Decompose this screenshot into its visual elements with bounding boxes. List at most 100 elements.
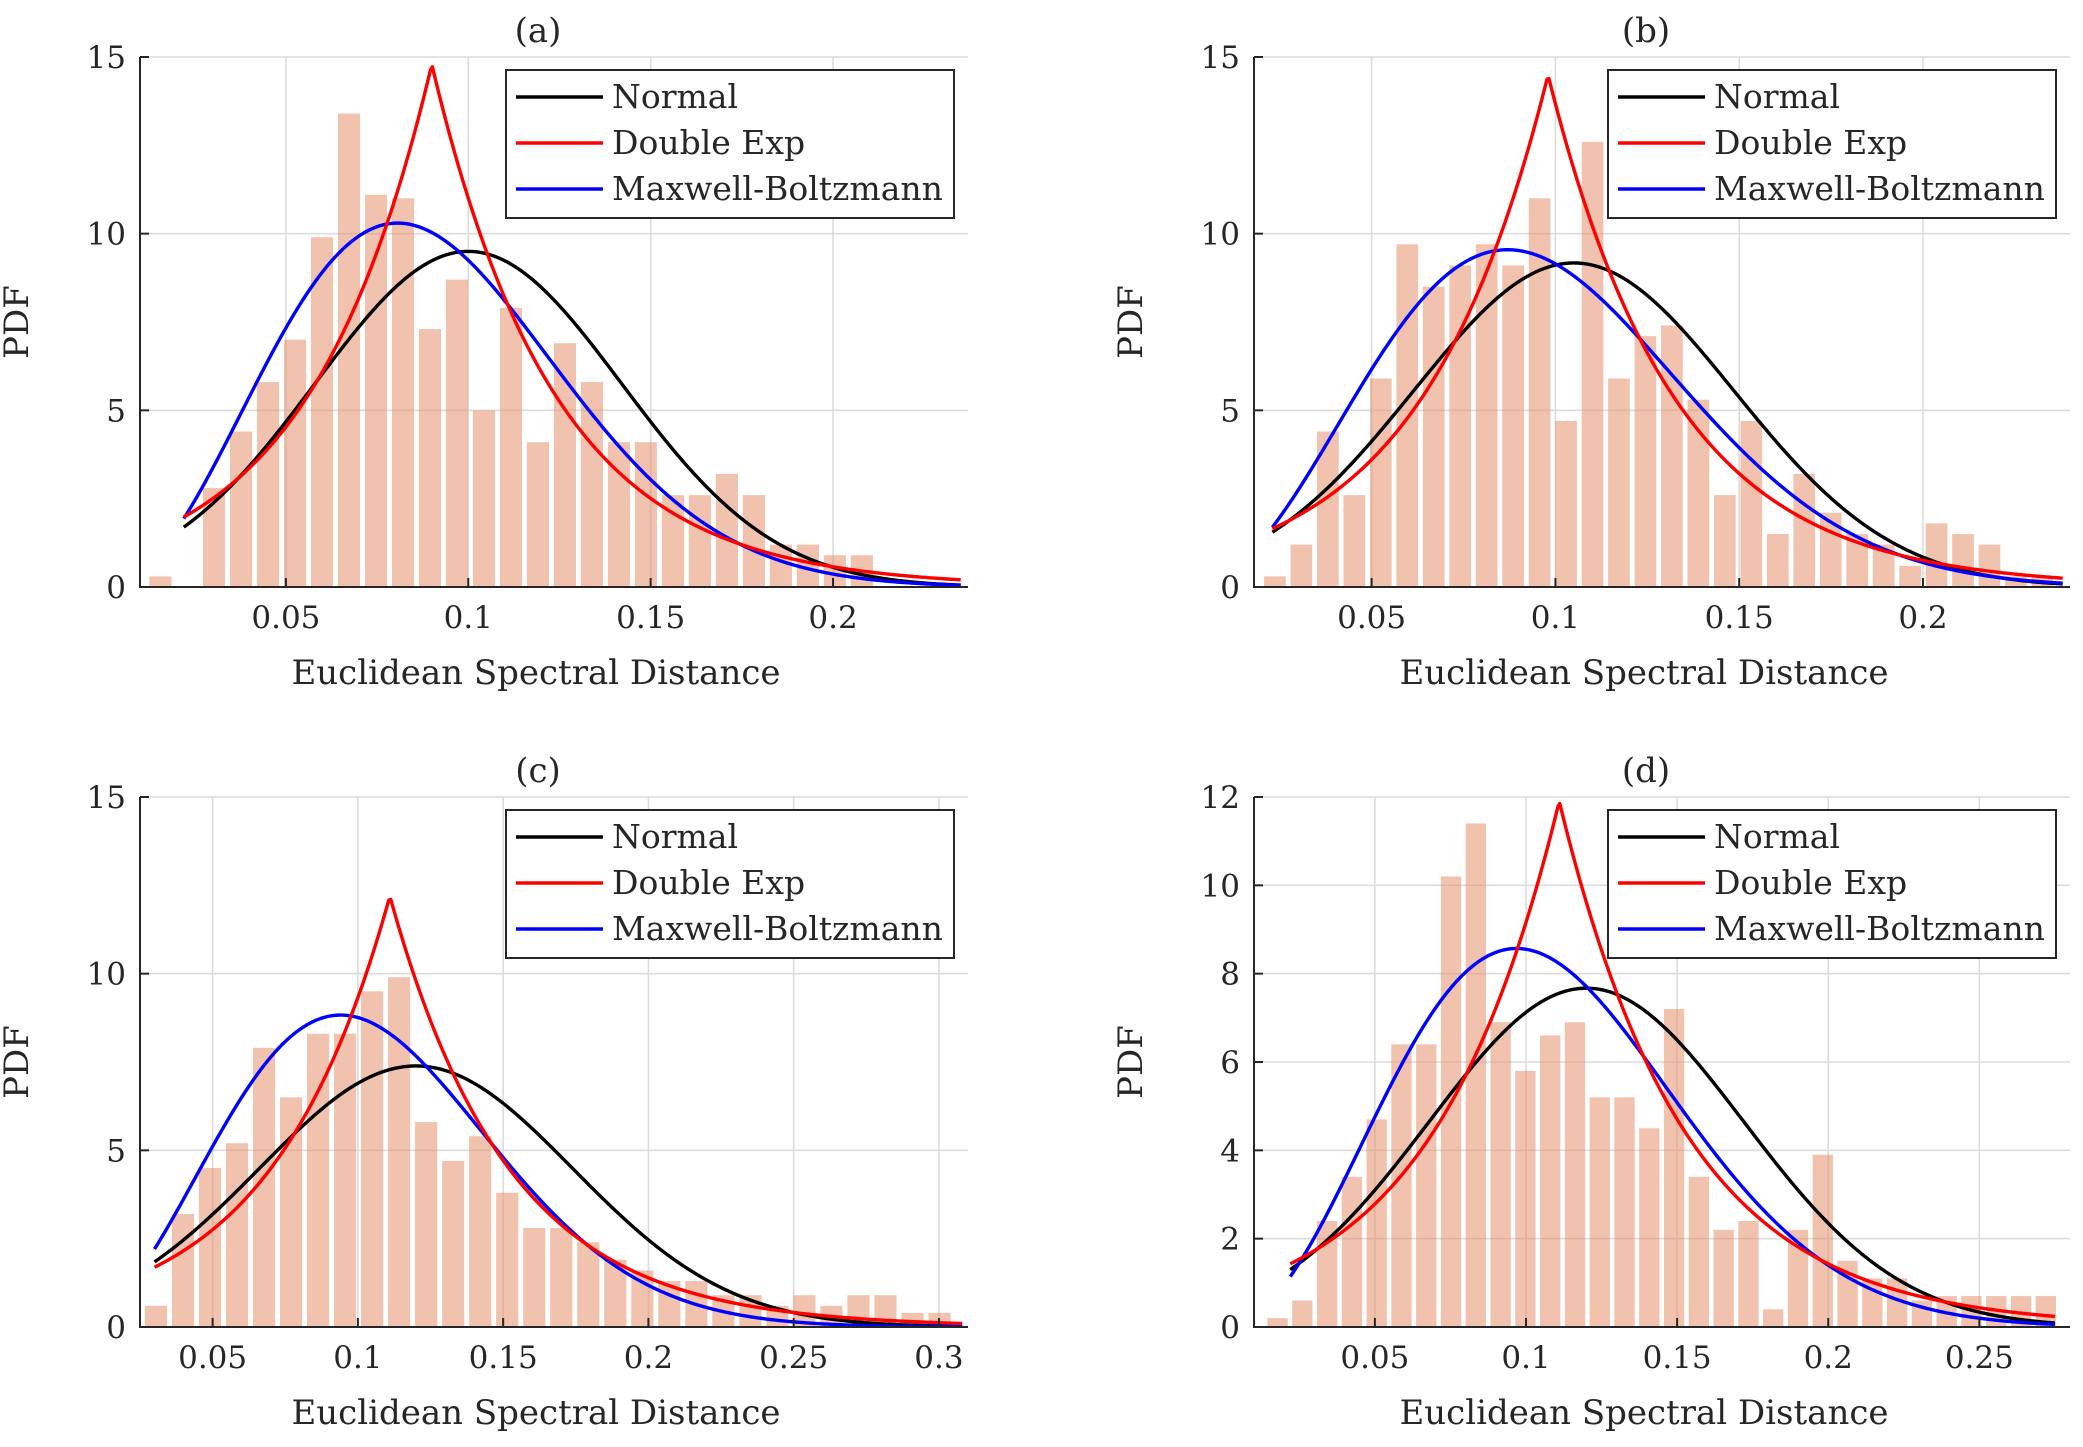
maxwell-boltzmann-fit-line	[182, 221, 961, 587]
legend: Normal Double Exp Maxwell-Boltzmann	[1607, 69, 2057, 219]
y-axis-label: PDF	[1111, 285, 1151, 359]
x-tick-label: 0.2	[1898, 600, 1947, 636]
x-tick-label: 0.2	[624, 1340, 673, 1376]
panel-title: (a)	[515, 11, 562, 51]
histogram-bar	[496, 1192, 519, 1327]
histogram-bar	[337, 113, 361, 588]
x-tick-label: 0.05	[1340, 1340, 1409, 1376]
legend-label: Maxwell-Boltzmann	[1714, 169, 2045, 208]
y-tick-label: 0	[1220, 570, 1240, 606]
histogram-bar	[469, 1136, 492, 1327]
legend-maxwell-boltzmann: Maxwell-Boltzmann	[516, 169, 943, 208]
x-tick-label: 0.2	[808, 600, 857, 636]
histogram-bar	[1688, 1176, 1710, 1327]
histogram-bar	[2035, 1296, 2056, 1327]
y-ticks: 0 2 4 6 8 10 12	[1201, 780, 1263, 1346]
legend-label: Normal	[1714, 77, 1840, 116]
histogram-bar	[202, 488, 226, 587]
histogram-bar	[364, 194, 388, 588]
histogram-bar	[742, 495, 765, 587]
histogram-bar	[688, 495, 711, 587]
x-axis-label: Euclidean Spectral Distance	[291, 1393, 780, 1433]
legend-label: Double Exp	[1714, 863, 1907, 902]
y-tick-label: 0	[1220, 1310, 1240, 1346]
legend-label: Double Exp	[612, 863, 805, 902]
panel-b: 0.05 0.1 0.15 0.2 0 5 10 15 Euclidean Spectral D…	[1111, 11, 2070, 693]
x-tick-label: 0.1	[444, 600, 493, 636]
panel-title: (c)	[515, 751, 561, 791]
y-ticks: 0 5 10 15	[87, 780, 149, 1346]
legend-double-exp: Double Exp	[1618, 123, 1907, 162]
histogram-bar	[1812, 1154, 1833, 1327]
maxwell-boltzmann-fit-line	[1271, 248, 2063, 585]
histogram-bar	[1581, 141, 1604, 588]
y-tick-label: 10	[1201, 868, 1240, 904]
histogram-bar	[361, 991, 384, 1327]
legend-double-exp: Double Exp	[516, 123, 805, 162]
histogram-bar	[1614, 1097, 1635, 1327]
histogram-bar	[1416, 1044, 1437, 1327]
y-tick-label: 5	[1220, 393, 1240, 429]
y-tick-label: 0	[106, 570, 126, 606]
x-tick-label: 0.15	[469, 1340, 538, 1376]
histogram-bar	[1634, 336, 1657, 587]
histogram-bar	[577, 1242, 600, 1327]
legend-label: Maxwell-Boltzmann	[612, 909, 943, 948]
histogram-bar	[2005, 576, 2027, 587]
maxwell-boltzmann-fit-line	[1288, 946, 2055, 1327]
histogram-bar	[418, 329, 442, 587]
histogram-bar	[256, 382, 280, 587]
x-axis-label: Euclidean Spectral Distance	[1399, 1393, 1888, 1433]
histogram-bar	[1663, 1009, 1685, 1327]
histogram-bar	[604, 1259, 627, 1327]
x-tick-label: 0.25	[759, 1340, 828, 1376]
y-tick-label: 15	[87, 780, 126, 816]
histogram-bar	[225, 1143, 249, 1327]
histogram-bar	[1264, 576, 1286, 587]
histogram-bar	[1391, 1044, 1412, 1327]
x-tick-label: 0.1	[333, 1340, 382, 1376]
histogram-bar	[550, 1228, 573, 1327]
histogram-bar	[1341, 1176, 1363, 1327]
y-ticks: 0 5 10 15	[87, 40, 149, 606]
x-tick-label: 0.05	[178, 1340, 247, 1376]
histogram	[1264, 141, 2054, 588]
histogram-bar	[198, 1168, 222, 1327]
histogram-bar	[442, 1160, 465, 1327]
x-ticks: 0.05 0.1 0.15 0.2	[1337, 578, 1948, 636]
histogram-bar	[391, 198, 415, 588]
y-axis-label: PDF	[1111, 1025, 1151, 1099]
y-tick-label: 4	[1220, 1133, 1240, 1169]
x-axis-label: Euclidean Spectral Distance	[1399, 653, 1888, 693]
y-tick-label: 10	[87, 957, 126, 993]
y-tick-label: 5	[106, 1133, 126, 1169]
fit-curves	[182, 65, 961, 587]
panel-d: 0.05 0.1 0.15 0.2 0.25 0 2 4 6 8 10 12 Euclidean Spe…	[1111, 751, 2070, 1433]
histogram-bar	[310, 237, 334, 587]
double-exp-fit-line	[182, 65, 961, 582]
histogram-bar	[1899, 565, 1921, 587]
x-ticks: 0.05 0.1 0.15 0.2 0.25 0.3	[178, 1318, 964, 1376]
histogram-bar	[1317, 431, 1339, 587]
panel-c: 0.05 0.1 0.15 0.2 0.25 0.3 0 5 10 15 Euclidean Spe…	[0, 751, 968, 1433]
maxwell-boltzmann-fit-line	[153, 1013, 963, 1327]
histogram-bar	[1740, 420, 1763, 587]
histogram-bar	[1490, 1022, 1511, 1327]
histogram-bar	[279, 1097, 303, 1327]
histogram-bar	[1872, 544, 1895, 587]
legend-label: Maxwell-Boltzmann	[1714, 909, 2045, 948]
histogram-bar	[1292, 1300, 1313, 1327]
panel-a: 0.05 0.1 0.15 0.2 0 5 10 15 Euclidean Spectral D…	[0, 11, 968, 693]
legend-maxwell-boltzmann: Maxwell-Boltzmann	[1618, 169, 2045, 208]
histogram-bar	[1819, 512, 1842, 587]
normal-fit-line	[1271, 261, 2063, 586]
x-tick-label: 0.05	[251, 600, 320, 636]
x-ticks: 0.05 0.1 0.15 0.2 0.25	[1340, 1318, 2014, 1376]
histogram	[144, 977, 951, 1327]
legend: Normal Double Exp Maxwell-Boltzmann	[505, 69, 955, 219]
histogram-bar	[1449, 265, 1472, 587]
x-ticks: 0.05 0.1 0.15 0.2	[251, 578, 858, 636]
y-axis-label: PDF	[0, 285, 37, 359]
histogram-bar	[1267, 1318, 1288, 1327]
